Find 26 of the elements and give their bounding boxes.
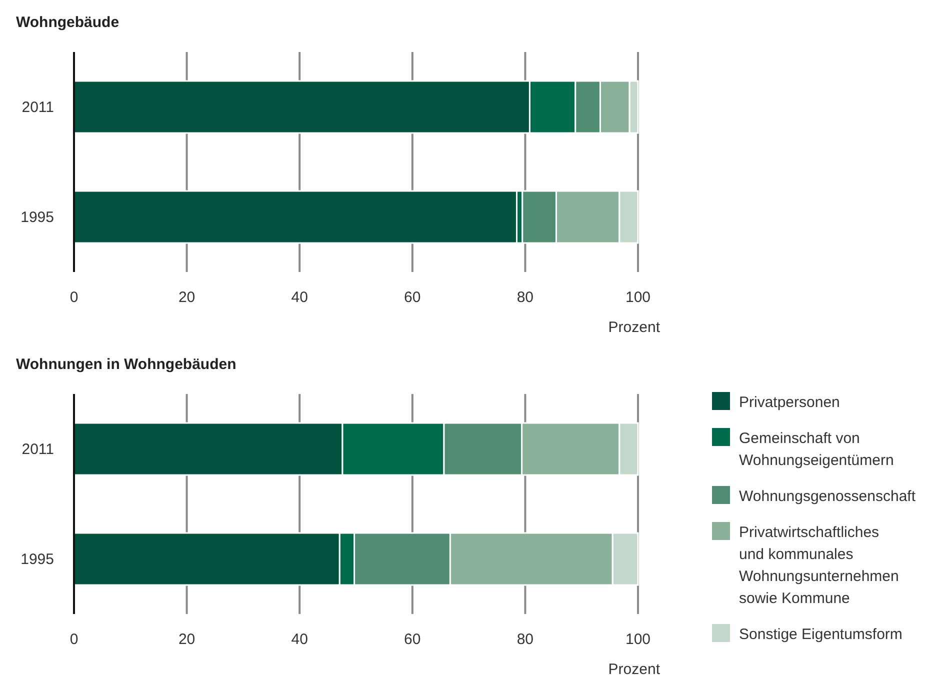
legend-label: Sonstige Eigentumsform (739, 626, 902, 643)
legend-label: Privatwirtschaftliches und kommunales Wohnungsunternehmen sowie Kommune (739, 524, 899, 607)
x-axis-title: Prozent (608, 661, 661, 675)
x-tick-label: 40 (291, 289, 308, 306)
x-tick-label: 40 (291, 631, 308, 648)
x-tick-label: 80 (516, 289, 534, 306)
x-tick-label: 60 (404, 631, 421, 648)
x-tick-label: 100 (625, 631, 651, 648)
chart-title: Wohngebäude (16, 14, 120, 31)
bar (73, 190, 518, 244)
y-tick-label: 1995 (20, 551, 54, 568)
x-tick-label: 80 (516, 631, 534, 648)
y-tick-label: 2011 (22, 441, 54, 458)
x-tick-label: 0 (70, 289, 78, 306)
y-tick-label: 1995 (20, 209, 54, 226)
x-axis-title: Prozent (608, 319, 661, 336)
legend-label: Privatpersonen (739, 394, 840, 411)
y-tick-label: 2011 (22, 99, 54, 116)
legend-label: Wohnungsgenossenschaft (739, 488, 916, 505)
x-tick-label: 20 (178, 289, 196, 306)
chart-title: Wohnungen in Wohngebäuden (16, 356, 236, 373)
legend-label: Gemeinschaft von Wohnungseigentümern (739, 430, 894, 469)
x-tick-label: 100 (625, 289, 651, 306)
x-tick-label: 60 (404, 289, 421, 306)
x-tick-label: 20 (178, 631, 196, 648)
x-tick-label: 0 (70, 631, 78, 648)
